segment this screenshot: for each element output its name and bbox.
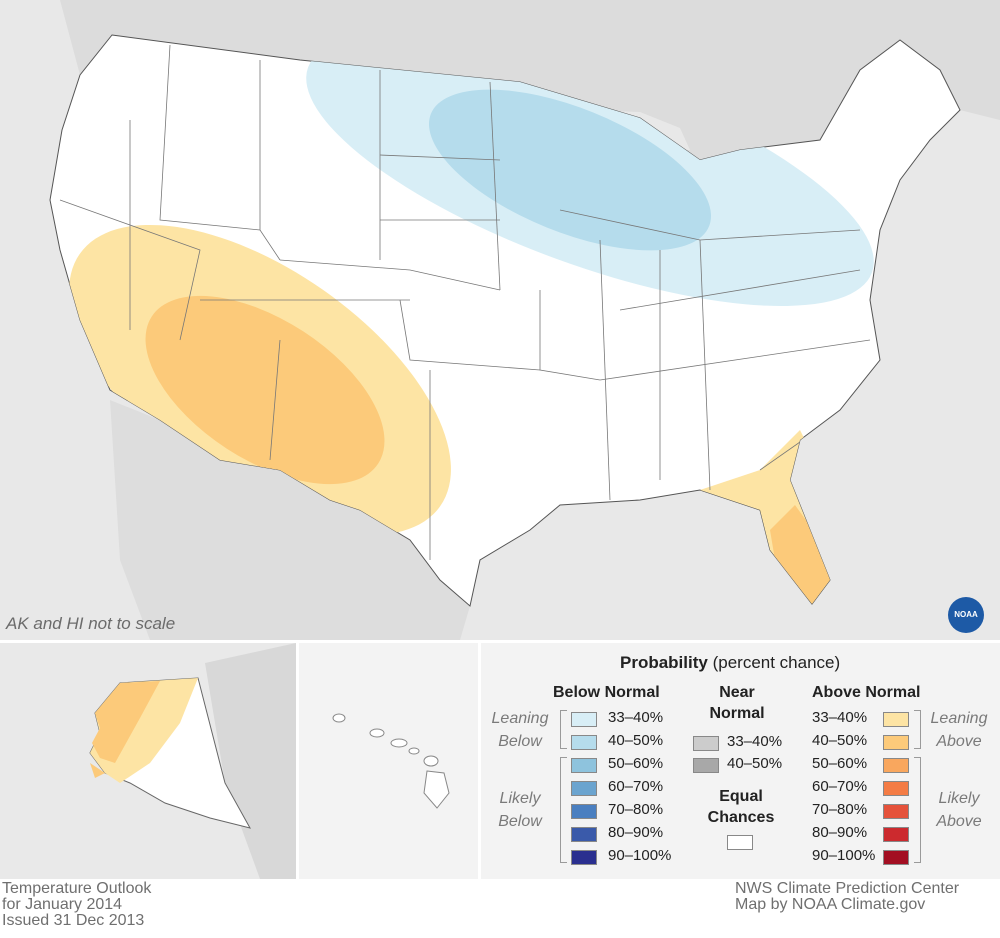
equal-chances-line2: Chances [707, 809, 775, 826]
below-swatch-3 [571, 781, 597, 796]
below-swatch-0 [571, 712, 597, 727]
below-normal-header: Below Normal [553, 684, 660, 701]
footer-credits: NWS Climate Prediction Center Map by NOA… [735, 880, 960, 913]
below-label-5: 80–90% [608, 824, 664, 841]
below-label-4: 70–80% [608, 801, 664, 818]
near-normal-header-line1: Near [719, 684, 755, 701]
above-label-3: 60–70% [812, 778, 868, 795]
aleutian-islands [90, 763, 105, 778]
near-swatch-0 [693, 736, 719, 751]
likely-below-bracket [560, 757, 567, 863]
alaska-40-50-area [92, 681, 160, 763]
below-label-6: 90–100% [608, 847, 672, 864]
inset-scale-note: AK and HI not to scale [6, 614, 176, 633]
near-swatch-1 [693, 758, 719, 773]
above-label-6: 90–100% [812, 847, 876, 864]
likely-above-label: Likely Above [936, 790, 982, 830]
above-label-4: 70–80% [812, 801, 868, 818]
main-map: AK and HI not to scale NOAA [0, 0, 1000, 640]
above-swatch-5 [883, 827, 909, 842]
state-boundaries [59, 44, 871, 560]
above-swatch-4 [883, 804, 909, 819]
below-label-2: 50–60% [608, 755, 664, 772]
below-label-3: 60–70% [608, 778, 664, 795]
florida-40-50-area [770, 505, 830, 604]
above-label-2: 50–60% [812, 755, 868, 772]
footer-outlook-title: Temperature Outlook for January 2014 Iss… [2, 880, 152, 929]
hawaii-inset [299, 643, 478, 879]
likely-above-bracket [914, 757, 921, 863]
alaska-map-svg [89, 643, 296, 879]
leaning-above-bracket [914, 710, 921, 749]
leaning-below-label: Leaning Below [491, 710, 549, 750]
near-label-0: 33–40% [727, 733, 783, 750]
below-swatch-2 [571, 758, 597, 773]
noaa-logo: NOAA [948, 597, 984, 633]
hawaii-islands [332, 713, 450, 809]
mexico-region [110, 400, 470, 640]
conus-map-svg [49, 0, 1000, 640]
equal-chances-line1: Equal [719, 788, 763, 805]
legend-title: Probability (percent chance) [620, 653, 841, 672]
below-40-50-area [428, 89, 712, 251]
leaning-above-label: Leaning Above [930, 710, 988, 750]
canada-region [60, 0, 1000, 160]
below-swatch-4 [571, 804, 597, 819]
alaska-inset [0, 643, 296, 879]
near-label-1: 40–50% [727, 755, 783, 772]
leaning-below-bracket [560, 710, 567, 749]
above-label-1: 40–50% [812, 732, 868, 749]
above-40-50-area [145, 295, 385, 485]
above-swatch-3 [883, 781, 909, 796]
below-label-1: 40–50% [608, 732, 664, 749]
above-swatch-1 [883, 735, 909, 750]
above-normal-header: Above Normal [812, 684, 921, 701]
equal-chances-swatch [727, 835, 753, 850]
above-label-0: 33–40% [812, 709, 868, 726]
canada-region-ak [205, 643, 296, 879]
hawaii-map-svg [332, 713, 450, 809]
above-swatch-0 [883, 712, 909, 727]
near-normal-header-line2: Normal [709, 705, 765, 722]
likely-below-label: Likely Below [498, 790, 542, 830]
above-label-5: 80–90% [812, 824, 868, 841]
above-swatch-6 [883, 850, 909, 865]
below-swatch-1 [571, 735, 597, 750]
above-swatch-2 [883, 758, 909, 773]
below-label-0: 33–40% [608, 709, 664, 726]
below-swatch-6 [571, 850, 597, 865]
below-swatch-5 [571, 827, 597, 842]
